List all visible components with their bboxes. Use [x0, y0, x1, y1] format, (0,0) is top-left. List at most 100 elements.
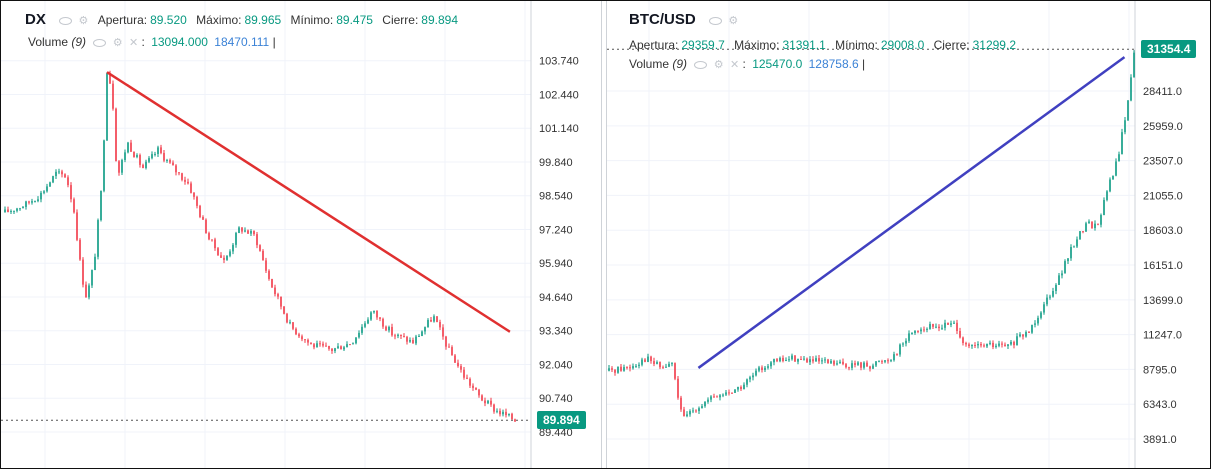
candle [845, 362, 847, 369]
candle [764, 365, 766, 373]
candle [1130, 74, 1132, 102]
candle [788, 356, 790, 362]
y-tick-label: 95.940 [539, 258, 573, 270]
candle [881, 359, 883, 365]
y-tick-label: 28411.0 [1143, 86, 1182, 98]
gear-icon[interactable]: ⚙ [78, 15, 89, 27]
candle [830, 359, 832, 364]
candle [37, 196, 39, 203]
candle [995, 343, 997, 349]
btc-symbol: BTC/USD [629, 11, 696, 28]
y-tick-label: 21055.0 [1143, 190, 1183, 202]
candle [953, 320, 955, 324]
candle [665, 363, 667, 368]
candle [968, 342, 970, 349]
candle [259, 244, 261, 252]
candle [331, 348, 333, 354]
candle [70, 182, 72, 203]
candle [493, 403, 495, 414]
candle [932, 323, 934, 330]
candle [181, 172, 183, 182]
y-tick-label: 93.340 [539, 326, 573, 338]
eye-icon[interactable] [93, 38, 107, 47]
candle [121, 158, 123, 175]
panel-divider[interactable] [601, 1, 607, 468]
candle [803, 355, 805, 361]
candle [794, 354, 796, 362]
candle [668, 361, 670, 368]
candle [511, 412, 513, 420]
candle [139, 153, 141, 168]
candle [977, 341, 979, 349]
eye-icon[interactable] [59, 16, 73, 25]
close-icon[interactable]: ✕ [128, 37, 139, 49]
gear-icon[interactable]: ⚙ [728, 15, 739, 27]
candle [289, 319, 291, 325]
dx-chart-svg[interactable]: 103.740 102.440 101.140 99.840 98.540 97.240 9… [1, 1, 601, 468]
candle [211, 239, 213, 242]
candle [271, 278, 273, 288]
candle [124, 149, 126, 163]
candle [88, 283, 90, 300]
btc-chart-panel[interactable]: 28411.0 25959.0 23507.0 21055.0 18603.0 16151… [607, 1, 1210, 468]
gear-icon[interactable]: ⚙ [112, 37, 123, 49]
candle [412, 337, 414, 344]
eye-icon[interactable] [694, 60, 708, 69]
candle [749, 375, 751, 383]
candle [1058, 273, 1060, 286]
candle [1091, 221, 1093, 229]
candle [1040, 311, 1042, 320]
candle [175, 164, 177, 176]
dx-chart-panel[interactable]: 103.740 102.440 101.140 99.840 98.540 97.240 9… [1, 1, 601, 468]
candle [286, 312, 288, 324]
candle [421, 330, 423, 337]
candle [950, 320, 952, 328]
y-tick-label: 11247.0 [1143, 330, 1182, 342]
candle [406, 335, 408, 345]
candle [887, 358, 889, 364]
candle [229, 249, 231, 258]
candle [472, 383, 474, 391]
candle [418, 334, 420, 338]
candle [202, 215, 204, 220]
candle [133, 151, 135, 158]
dx-volume-value-2: 18470.111 [214, 35, 270, 49]
candle [166, 158, 168, 163]
candle [722, 393, 724, 398]
y-tick-label: 16151.0 [1143, 260, 1183, 272]
btc-chart-svg[interactable]: 28411.0 25959.0 23507.0 21055.0 18603.0 16151… [607, 1, 1210, 468]
y-tick-label: 99.840 [539, 157, 573, 169]
candle [85, 281, 87, 298]
gear-icon[interactable]: ⚙ [713, 59, 724, 71]
candle [719, 393, 721, 401]
candle [917, 330, 919, 334]
candle [397, 333, 399, 339]
candle [361, 324, 363, 335]
candle [499, 408, 501, 417]
candle [704, 401, 706, 408]
y-tick-label: 94.640 [539, 292, 573, 304]
candle [238, 226, 240, 234]
candle [851, 360, 853, 371]
close-icon[interactable]: ✕ [729, 59, 740, 71]
candle [1046, 294, 1048, 307]
y-tick-label: 103.740 [539, 56, 579, 68]
candle [1013, 340, 1015, 349]
dx-high-label: Máximo: [196, 13, 242, 27]
candle [674, 362, 676, 381]
trend-line [106, 71, 511, 333]
candle [839, 359, 841, 364]
candle [247, 229, 249, 234]
candle [253, 230, 255, 236]
candle [319, 340, 321, 347]
candle [992, 340, 994, 350]
candle [19, 207, 21, 211]
eye-icon[interactable] [709, 16, 723, 25]
candle [1106, 190, 1108, 202]
candle [623, 364, 625, 372]
candle [986, 343, 988, 348]
candle [614, 369, 616, 376]
candle [451, 345, 453, 356]
candle [620, 363, 622, 372]
candle [205, 218, 207, 234]
